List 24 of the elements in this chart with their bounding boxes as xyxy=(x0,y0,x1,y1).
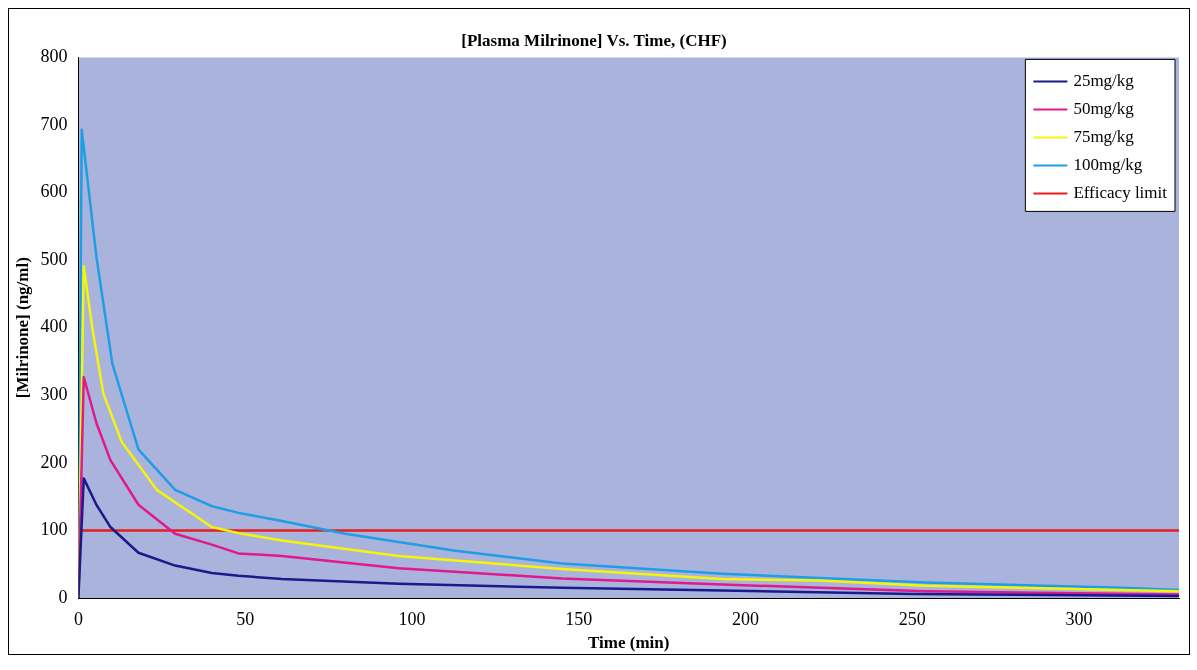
y-tick-label: 700 xyxy=(40,113,68,134)
legend-label: 100mg/kg xyxy=(1073,154,1143,174)
x-tick-label: 200 xyxy=(731,608,759,629)
y-tick-label: 400 xyxy=(40,316,68,337)
y-axis-title: [Milrinone] (ng/ml) xyxy=(12,257,32,399)
y-tick-label: 500 xyxy=(40,248,68,269)
x-tick-label: 150 xyxy=(565,608,593,629)
y-tick-label: 200 xyxy=(40,451,68,472)
x-tick-label: 50 xyxy=(236,608,255,629)
legend-label: 50mg/kg xyxy=(1073,98,1135,118)
x-tick-label: 250 xyxy=(898,608,926,629)
legend-label: 25mg/kg xyxy=(1073,70,1135,90)
legend-label: Efficacy limit xyxy=(1073,182,1168,202)
y-tick-label: 800 xyxy=(40,46,68,67)
x-tick-label: 300 xyxy=(1065,608,1093,629)
y-tick-label: 100 xyxy=(40,519,68,540)
x-axis-title: Time (min) xyxy=(588,633,670,653)
y-tick-label: 0 xyxy=(58,586,68,607)
legend-label: 75mg/kg xyxy=(1073,126,1135,146)
x-tick-label: 0 xyxy=(73,608,83,629)
x-tick-label: 100 xyxy=(398,608,426,629)
y-tick-label: 600 xyxy=(40,181,68,202)
chart-title: [Plasma Milrinone] Vs. Time, (CHF) xyxy=(461,30,727,50)
y-tick-label: 300 xyxy=(40,384,68,405)
